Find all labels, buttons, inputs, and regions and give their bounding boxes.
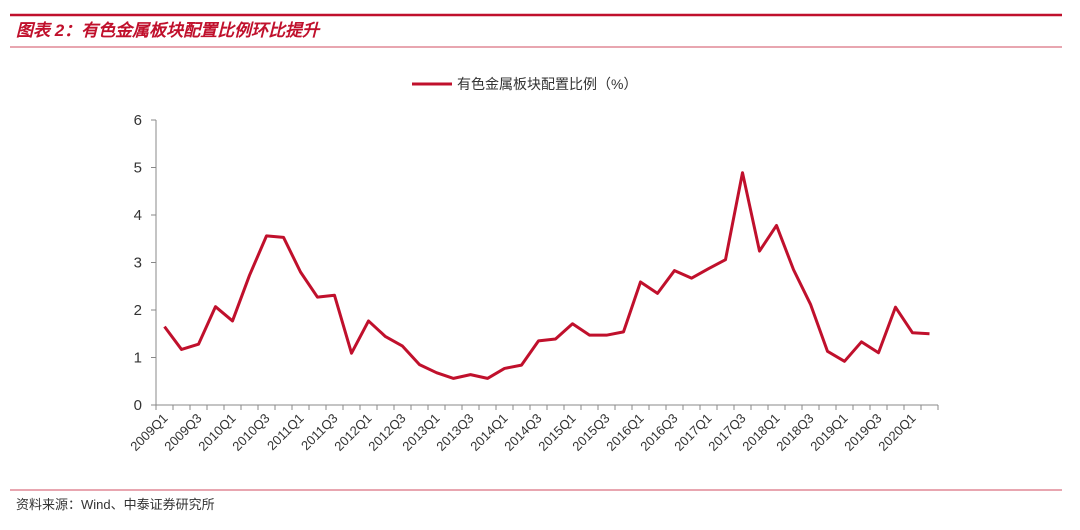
source-note: 资料来源：Wind、中泰证券研究所 (16, 497, 215, 512)
y-tick-label: 0 (134, 397, 142, 414)
y-tick-label: 2 (134, 302, 142, 319)
x-tick-label: 2010Q3 (229, 411, 272, 454)
legend-label: 有色金属板块配置比例（%） (457, 76, 637, 92)
y-tick-label: 5 (134, 160, 142, 177)
x-tick-label: 2011Q1 (264, 411, 307, 454)
y-tick-label: 3 (134, 255, 142, 272)
page-title: 图表 2：有色金属板块配置比例环比提升 (16, 21, 321, 40)
x-tick-label: 2020Q1 (875, 411, 918, 454)
y-tick-label: 1 (134, 350, 142, 367)
data-line (163, 171, 930, 380)
y-tick-label: 4 (134, 207, 142, 224)
y-tick-label: 6 (134, 112, 142, 129)
